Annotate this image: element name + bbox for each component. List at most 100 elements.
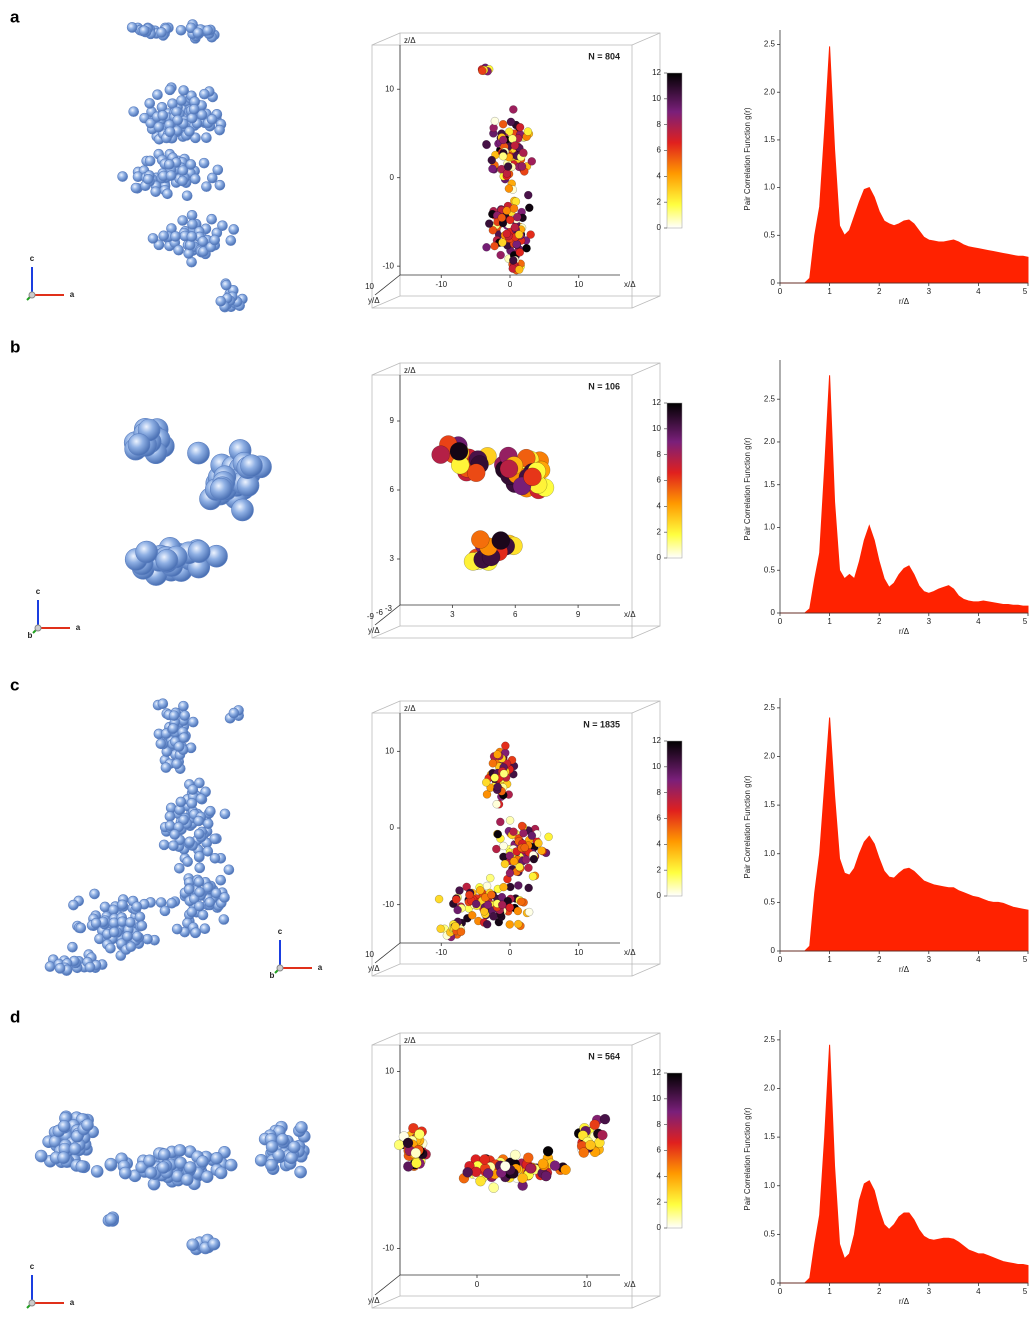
cluster-particle [482,140,491,149]
atom-sphere [215,874,227,886]
atom-sphere [57,1151,70,1164]
box-edge [631,963,661,977]
atom-sphere [157,1148,171,1161]
y-tick-label: 0 [771,278,776,287]
box-edge [631,1295,661,1309]
atom-sphere [156,27,167,38]
atom-sphere [184,836,195,848]
colorbar-tick-label: 8 [657,788,662,797]
triad-label: a [318,963,323,972]
cluster-particle [487,155,496,165]
x-tick-label: -10 [435,280,447,289]
atom-sphere [135,540,158,564]
cluster-particle [493,750,502,759]
cluster-particle [493,782,502,792]
cluster-particle [517,821,527,831]
atom-sphere [219,808,231,820]
atom-sphere [186,798,198,809]
x-tick-label: 0 [778,617,783,626]
atom-sphere [193,815,204,827]
cluster-particle [513,906,523,916]
atom-sphere [105,942,116,954]
cluster-particle [597,1129,608,1141]
cluster-particle [449,442,469,461]
x-axis-label: x/Δ [624,948,636,957]
atom-sphere [90,1165,104,1178]
cluster-particle [585,1139,596,1151]
panel-label: b [10,337,20,356]
atom-sphere [81,1118,94,1132]
cluster-particle [431,445,450,464]
x-tick-label: 0 [508,948,513,957]
panel-label: d [10,1007,20,1026]
x-tick-label: 0 [778,287,783,296]
colorbar [666,1072,683,1229]
y-axis [374,274,401,296]
box-edge [371,1295,401,1309]
atom-sphere [183,1161,197,1174]
atom-sphere [186,209,198,221]
colorbar-tick-label: 6 [657,476,662,485]
atom-sphere [68,899,79,911]
cluster-particle [410,1147,422,1159]
x-tick-label: 0 [475,1280,480,1289]
atom-sphere [164,84,176,96]
area [780,1044,1029,1284]
count-label: N = 106 [588,381,620,391]
y-tick-label: 2.5 [764,1035,776,1044]
cluster-particle [501,741,510,751]
cluster-particle [578,1147,590,1158]
atom-sphere [175,796,187,808]
cluster-particle [478,66,487,76]
atom-sphere [196,109,208,121]
z-tick-label: 3 [390,554,395,563]
box-face [371,1044,633,1309]
triad-origin [28,291,36,299]
cluster-particle [505,868,515,878]
cluster-particle [527,157,537,166]
atom-sphere [127,433,151,456]
cluster-particle [479,1154,490,1165]
cluster-particle [471,899,481,909]
cluster-particle [488,164,497,174]
atom-sphere [183,884,195,895]
cluster-particle [471,530,490,549]
x-axis-label: x/Δ [624,280,636,289]
cluster-particle [505,215,515,225]
box-edge [371,625,401,639]
atom-sphere [187,219,198,230]
count-label: N = 564 [588,1051,620,1061]
atom-sphere [128,106,139,117]
atom-sphere [89,888,100,900]
atom-sphere [193,828,205,840]
atom-sphere [171,758,183,770]
cluster-particle [466,463,486,483]
atom-sphere [160,762,172,773]
x-tick-label: 4 [976,1287,981,1296]
y-tick-label: 1.5 [764,1132,776,1141]
atom-sphere [165,170,177,181]
cluster-particle [496,817,505,827]
atom-sphere [186,112,198,124]
atom-sphere [67,941,78,953]
y-tick-label: 2.5 [764,703,776,712]
atom-sphere [126,22,138,33]
atom-sphere [199,88,210,100]
cluster-particle [455,886,464,895]
y-tick-label: 1.5 [764,135,776,144]
y-tick-label: 10 [365,950,374,959]
cluster-particle [514,881,523,890]
x-tick-label: 5 [1023,1287,1028,1296]
atom-sphere [44,961,56,972]
atom-sphere [287,1140,301,1154]
cluster-particle [500,1160,511,1172]
cluster-particle [510,223,520,232]
atom-sphere [155,738,167,750]
cluster-particle [489,912,498,921]
atom-sphere [194,900,205,912]
cluster-particle [498,152,508,161]
atom-sphere [68,1142,82,1156]
colorbar-tick-label: 8 [657,450,662,459]
box-edge [371,295,401,309]
count-label: N = 1835 [583,719,620,729]
